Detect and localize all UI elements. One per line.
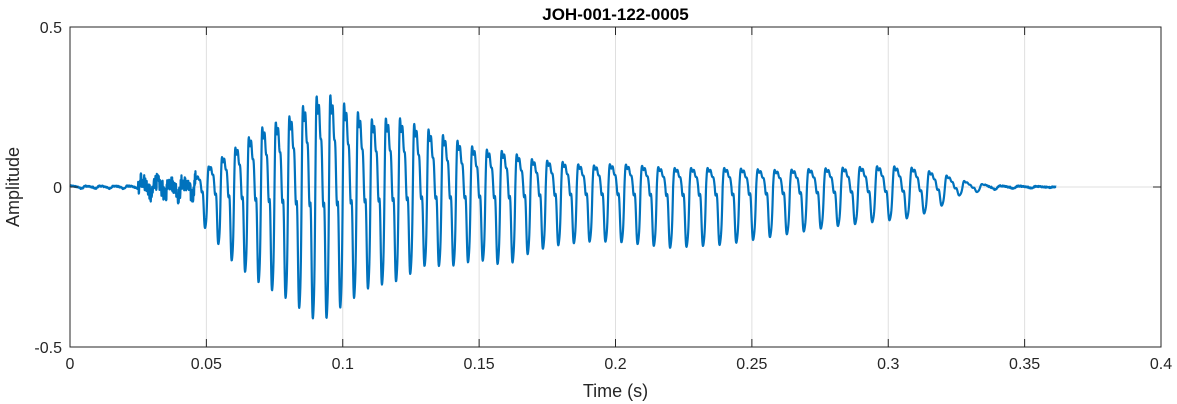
- x-axis-label: Time (s): [583, 381, 648, 401]
- x-tick-label: 0.3: [877, 356, 899, 373]
- x-tick-label: 0.2: [604, 356, 626, 373]
- y-tick-label: -0.5: [34, 340, 62, 357]
- x-tick-label: 0.05: [191, 356, 222, 373]
- waveform-series-line: [69, 94, 1057, 320]
- y-tick-label: 0.5: [40, 20, 62, 37]
- x-tick-label: 0.1: [332, 356, 354, 373]
- x-tick-label: 0.25: [736, 356, 767, 373]
- x-tick-label: 0.35: [1009, 356, 1040, 373]
- x-tick-label: 0: [66, 356, 75, 373]
- waveform-layer: [69, 94, 1057, 320]
- x-tick-label: 0.15: [464, 356, 495, 373]
- x-tick-label: 0.4: [1150, 356, 1172, 373]
- y-tick-label: 0: [53, 180, 62, 197]
- y-axis-label: Amplitude: [3, 147, 23, 227]
- x-axis-ticks: 0 0.05 0.1 0.15 0.2 0.25 0.3 0.35 0.4: [66, 27, 1172, 373]
- y-axis-ticks: -0.5 0 0.5: [34, 20, 1161, 357]
- chart-title: JOH-001-122-0005: [542, 5, 688, 24]
